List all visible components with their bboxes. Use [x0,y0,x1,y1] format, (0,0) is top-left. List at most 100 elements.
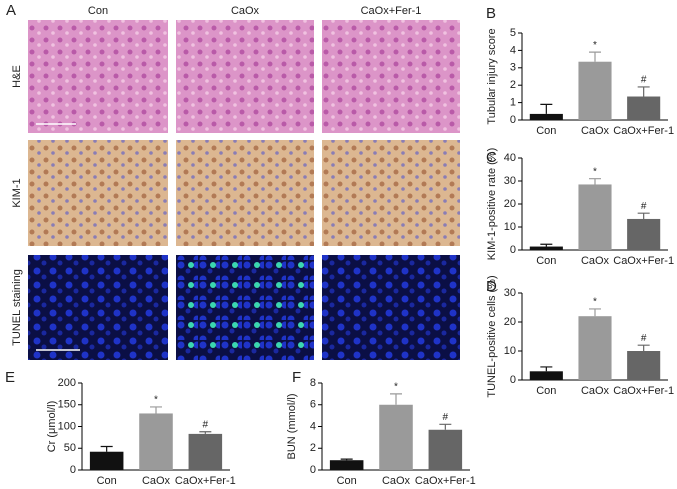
y-tick-label: 200 [58,377,76,389]
y-tick-label: 50 [64,442,76,454]
significance-mark: # [203,419,209,430]
significance-mark: * [593,297,597,308]
y-axis-label: TUNEL-positive cells (%) [486,275,498,397]
column-label: Con [88,5,108,17]
panel-label: C [486,149,497,166]
bar [578,184,612,250]
y-tick-label: 8 [310,377,316,389]
error-bar [589,308,601,317]
x-tick-label: CaOx [142,475,171,487]
bar [627,218,661,250]
panel-label: F [292,369,301,386]
x-tick-label: Con [536,255,556,267]
significance-mark: # [443,412,449,423]
error-bar [439,423,452,430]
error-bar [150,406,162,414]
y-axis-label: Tubular injury score [486,28,498,124]
micrograph [28,20,168,133]
x-tick-label: Con [536,125,556,137]
x-tick-label: CaOx+Fer-1 [613,125,674,137]
y-tick-label: 150 [58,399,76,411]
y-tick-label: 40 [504,152,516,164]
y-tick-label: 0 [510,244,516,256]
x-tick-label: CaOx [581,255,610,267]
y-tick-label: 1 [510,97,516,109]
y-tick-label: 4 [510,44,516,56]
significance-mark: # [641,333,647,344]
y-axis-label: BUN (mmol/l) [286,394,298,460]
x-tick-label: CaOx+Fer-1 [613,255,674,267]
column-label: CaOx [231,5,260,17]
bar [529,371,563,380]
panel-label: D [486,278,497,295]
bar [529,113,563,120]
error-bar [100,445,113,452]
significance-mark: * [593,166,597,177]
x-tick-label: CaOx [581,125,610,137]
significance-mark: * [394,382,398,393]
error-bar [540,243,553,247]
micrograph [176,255,314,360]
x-tick-label: Con [536,385,556,397]
error-bar [589,51,601,62]
x-tick-label: Con [97,475,117,487]
y-tick-label: 0 [510,374,516,386]
error-bar [540,103,553,114]
panel-label: B [486,5,496,22]
y-tick-label: 6 [310,399,316,411]
bar [428,429,463,470]
y-tick-label: 0 [70,464,76,476]
y-tick-label: 2 [510,79,516,91]
bar [379,404,413,470]
row-label: TUNEL staining [11,269,23,346]
micrograph [322,140,460,246]
column-label: CaOx+Fer-1 [361,5,422,17]
y-axis-label: Cr (μmol/l) [46,401,58,453]
error-bar [589,178,601,185]
significance-mark: # [641,201,647,212]
significance-mark: * [154,395,158,406]
panel-label: A [6,2,16,19]
significance-mark: * [593,40,597,51]
x-tick-label: CaOx [382,475,411,487]
y-axis-label: KIM-1-positive rate (%) [486,148,498,260]
row-label: H&E [11,65,23,88]
y-tick-label: 10 [504,221,516,233]
bar [627,96,661,120]
x-tick-label: Con [337,475,357,487]
y-tick-label: 2 [310,442,316,454]
bar [139,413,173,470]
micrograph [176,140,314,246]
y-tick-label: 30 [504,287,516,299]
bar [578,316,612,380]
bar [627,351,661,380]
error-bar [340,458,353,461]
error-bar [390,393,402,405]
y-tick-label: 20 [504,316,516,328]
bar [529,246,563,250]
y-tick-label: 0 [510,114,516,126]
bar [188,433,223,470]
micrograph [28,140,168,246]
x-tick-label: CaOx [581,385,610,397]
y-tick-label: 3 [510,62,516,74]
bar [89,451,124,470]
error-bar [637,212,650,219]
error-bar [637,86,650,97]
y-tick-label: 20 [504,198,516,210]
x-tick-label: CaOx+Fer-1 [415,475,476,487]
y-tick-label: 5 [510,27,516,39]
panel-label: E [5,369,15,386]
bar [329,460,364,470]
micrograph [28,255,168,360]
error-bar [199,431,212,434]
x-tick-label: CaOx+Fer-1 [613,385,674,397]
error-bar [637,344,650,351]
bar [578,61,612,120]
error-bar [540,366,553,372]
micrograph [176,20,314,133]
y-tick-label: 100 [58,420,76,432]
y-tick-label: 30 [504,175,516,187]
micrograph [322,20,460,133]
